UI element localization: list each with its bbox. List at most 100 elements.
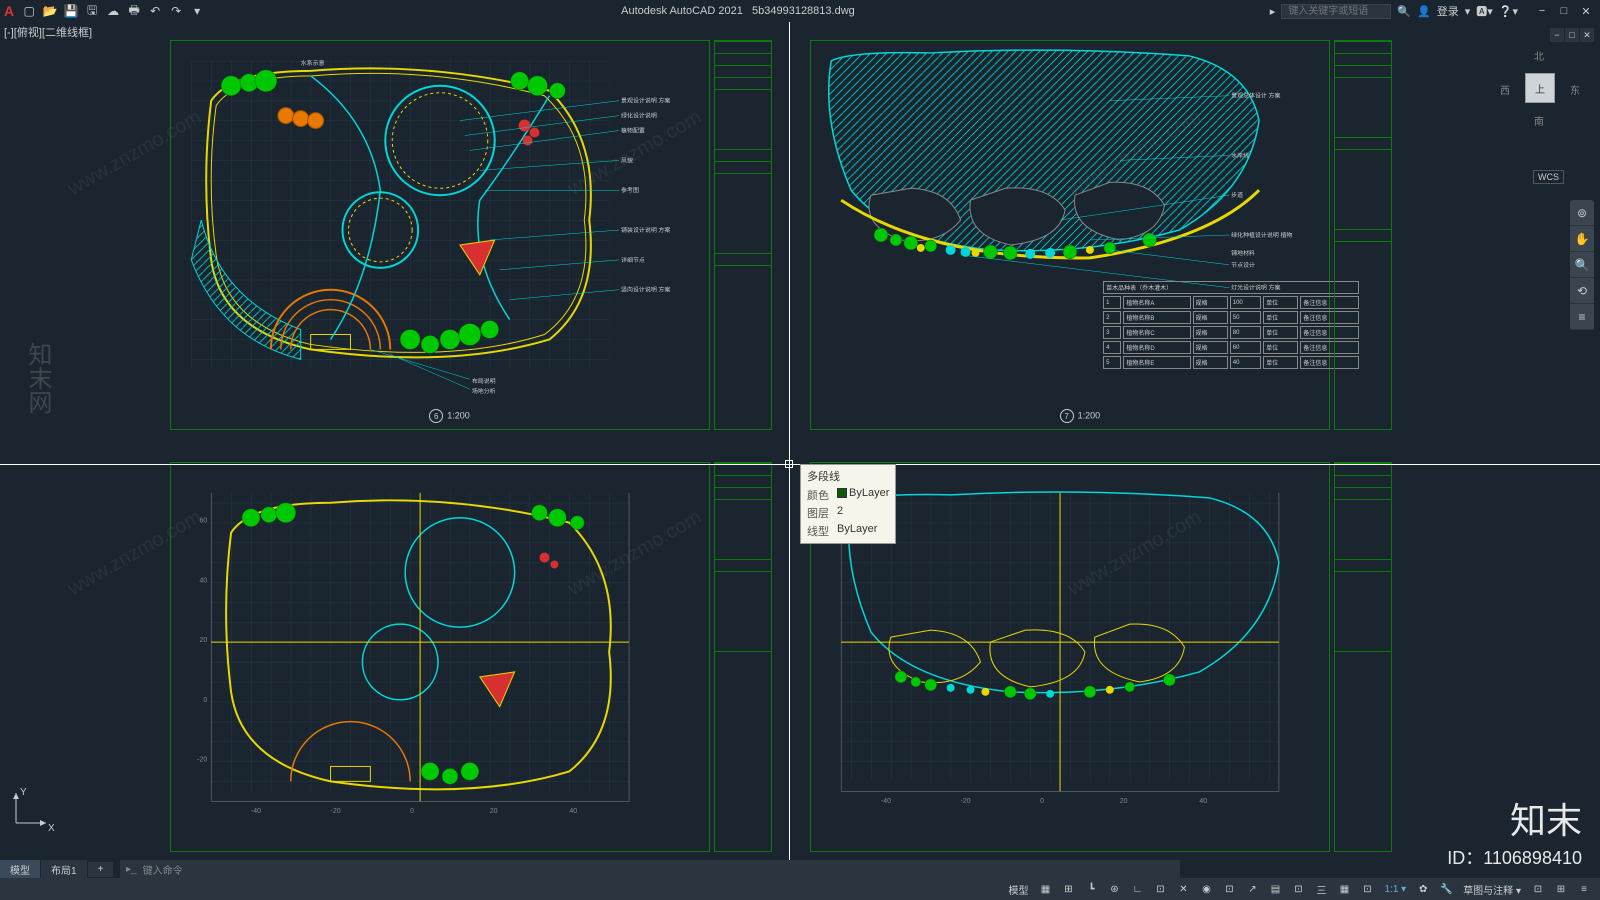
svg-text:20: 20 bbox=[1120, 798, 1128, 805]
status-model[interactable]: 模型 bbox=[1004, 880, 1032, 898]
qp-icon[interactable]: ⊡ bbox=[1288, 880, 1308, 898]
help-icon[interactable]: ❔▾ bbox=[1499, 5, 1518, 18]
svg-text:水系示意: 水系示意 bbox=[301, 59, 325, 67]
vp-close-icon[interactable]: ✕ bbox=[1580, 28, 1594, 42]
annoscale-button[interactable]: 1:1 ▾ bbox=[1380, 884, 1410, 895]
compass-n[interactable]: 北 bbox=[1534, 48, 1544, 63]
osnap-icon[interactable]: ⊡ bbox=[1150, 880, 1170, 898]
svg-text:详细节点: 详细节点 bbox=[621, 256, 645, 264]
viewcube[interactable]: 北 南 西 东 上 bbox=[1500, 48, 1580, 128]
viewport-label[interactable]: [-][俯视][二维线框] bbox=[4, 24, 92, 40]
units-icon[interactable]: ⊡ bbox=[1357, 880, 1377, 898]
sc-icon[interactable]: 三 bbox=[1311, 880, 1331, 898]
cmdline-icon: ▸_ bbox=[126, 864, 137, 875]
transparency-icon[interactable]: ◉ bbox=[1196, 880, 1216, 898]
brand-id: ID：1106898410 bbox=[1447, 844, 1582, 870]
drawing-canvas[interactable]: 多段线 颜色 ByLayer 图层 2 线型 ByLayer bbox=[0, 22, 1600, 878]
maximize-button[interactable]: □ bbox=[1554, 5, 1574, 18]
grid-icon[interactable]: ▦ bbox=[1035, 880, 1055, 898]
ws-icon[interactable]: 🔧 bbox=[1436, 880, 1456, 898]
plan-svg-3: 6040 200 -20 -40-200 2040 bbox=[171, 463, 709, 851]
compass-w[interactable]: 西 bbox=[1500, 82, 1510, 97]
dynamic-icon[interactable]: ▤ bbox=[1265, 880, 1285, 898]
watermark-corner: 知末网 bbox=[20, 342, 55, 414]
print-icon[interactable]: 🖶 bbox=[125, 2, 143, 20]
steering-icon[interactable]: ⊚ bbox=[1570, 200, 1594, 226]
polar-icon[interactable]: ⊛ bbox=[1104, 880, 1124, 898]
compass-e[interactable]: 东 bbox=[1570, 82, 1580, 97]
clean-icon[interactable]: ⊞ bbox=[1551, 880, 1571, 898]
qat-dropdown-icon[interactable]: ▾ bbox=[188, 2, 206, 20]
status-right: 模型 ▦ ⊞ ┗ ⊛ ∟ ⊡ ✕ ◉ ⊡ ↗ ▤ ⊡ 三 ▦ ⊡ 1:1 ▾ ✿… bbox=[1004, 880, 1594, 898]
svg-text:0: 0 bbox=[203, 697, 207, 704]
wcs-badge[interactable]: WCS bbox=[1533, 170, 1564, 184]
svg-text:绿化设计说明: 绿化设计说明 bbox=[621, 112, 657, 120]
pan-icon[interactable]: ✋ bbox=[1570, 226, 1594, 252]
open-icon[interactable]: 📂 bbox=[41, 2, 59, 20]
cart-icon[interactable]: ▾ bbox=[1465, 5, 1471, 18]
drawing-sheet-3: 6040 200 -20 -40-200 2040 bbox=[170, 462, 710, 852]
quick-access-toolbar: ▢ 📂 💾 🖫 ☁ 🖶 ↶ ↷ ▾ bbox=[20, 2, 206, 20]
viewport-controls: − □ ✕ bbox=[1550, 28, 1594, 42]
undo-icon[interactable]: ↶ bbox=[146, 2, 164, 20]
vp-max-icon[interactable]: □ bbox=[1565, 28, 1579, 42]
cmdline-prompt: 键入命令 bbox=[143, 862, 183, 877]
titlebar-right: ▸ 🔍 👤 登录 ▾ 🅰▾ ❔▾ − □ ✕ bbox=[1270, 3, 1596, 19]
login-button[interactable]: 登录 bbox=[1437, 3, 1459, 19]
app-icon[interactable]: 🅰▾ bbox=[1476, 3, 1493, 19]
new-icon[interactable]: ▢ bbox=[20, 2, 38, 20]
title-block-2 bbox=[1334, 40, 1392, 430]
tab-layout1[interactable]: 布局1 bbox=[41, 860, 88, 879]
vp-min-icon[interactable]: − bbox=[1550, 28, 1564, 42]
workspace-button[interactable]: 草图与注释 ▾ bbox=[1459, 882, 1525, 897]
scale-marker-2: 71:200 bbox=[1060, 409, 1101, 423]
crosshair-vertical bbox=[789, 22, 790, 878]
svg-text:铺装设计说明 方案: 铺装设计说明 方案 bbox=[621, 226, 670, 234]
svg-text:-20: -20 bbox=[197, 756, 207, 763]
monitor-icon[interactable]: ⊡ bbox=[1528, 880, 1548, 898]
command-line[interactable]: ▸_ 键入命令 bbox=[120, 860, 1180, 878]
3dosnap-icon[interactable]: ↗ bbox=[1242, 880, 1262, 898]
crosshair-pickbox bbox=[785, 460, 793, 468]
search-input[interactable] bbox=[1281, 4, 1391, 19]
scale-num-icon: 6 bbox=[429, 409, 443, 423]
svg-text:0: 0 bbox=[410, 808, 414, 815]
ucs-icon[interactable]: Y X bbox=[8, 787, 52, 834]
filename: 5b34993128813.dwg bbox=[752, 5, 855, 17]
lineweight-icon[interactable]: ✕ bbox=[1173, 880, 1193, 898]
app-logo: A bbox=[4, 3, 14, 19]
snap-icon[interactable]: ⊞ bbox=[1058, 880, 1078, 898]
close-button[interactable]: ✕ bbox=[1576, 5, 1596, 18]
tab-model[interactable]: 模型 bbox=[0, 860, 41, 879]
scale-marker-1: 61:200 bbox=[429, 409, 470, 423]
zoom-icon[interactable]: 🔍 bbox=[1570, 252, 1594, 278]
tab-add[interactable]: + bbox=[88, 862, 115, 877]
cloud-icon[interactable]: ☁ bbox=[104, 2, 122, 20]
cycling-icon[interactable]: ⊡ bbox=[1219, 880, 1239, 898]
infocenter-arrow-icon[interactable]: ▸ bbox=[1270, 5, 1276, 18]
isodraft-icon[interactable]: ∟ bbox=[1127, 880, 1147, 898]
title-text: Autodesk AutoCAD 2021 5b34993128813.dwg bbox=[206, 5, 1270, 17]
plan-svg-1: 景观设计说明 方案绿化设计说明 植物配置风貌 参考图铺装设计说明 方案 详细节点… bbox=[171, 41, 709, 429]
ortho-icon[interactable]: ┗ bbox=[1081, 880, 1101, 898]
compass-s[interactable]: 南 bbox=[1534, 113, 1544, 128]
svg-text:布局说明: 布局说明 bbox=[472, 377, 496, 385]
gear-icon[interactable]: ✿ bbox=[1413, 880, 1433, 898]
saveas-icon[interactable]: 🖫 bbox=[83, 2, 101, 20]
minimize-button[interactable]: − bbox=[1532, 5, 1552, 18]
brand-overlay: 知末 ID：1106898410 bbox=[1447, 792, 1582, 870]
search-icon[interactable]: 🔍 bbox=[1397, 5, 1411, 18]
save-icon[interactable]: 💾 bbox=[62, 2, 80, 20]
layout-tabs: 模型 布局1 + bbox=[0, 860, 114, 878]
svg-text:景观设计说明 方案: 景观设计说明 方案 bbox=[621, 97, 670, 105]
title-block-4 bbox=[1334, 462, 1392, 852]
annomon-icon[interactable]: ▦ bbox=[1334, 880, 1354, 898]
custom-icon[interactable]: ≡ bbox=[1574, 880, 1594, 898]
color-swatch-icon bbox=[837, 488, 847, 498]
viewcube-face[interactable]: 上 bbox=[1525, 73, 1555, 103]
showui-icon[interactable]: ≡ bbox=[1570, 304, 1594, 330]
orbit-icon[interactable]: ⟲ bbox=[1570, 278, 1594, 304]
redo-icon[interactable]: ↷ bbox=[167, 2, 185, 20]
svg-text:60: 60 bbox=[199, 518, 207, 525]
user-icon[interactable]: 👤 bbox=[1417, 5, 1431, 18]
